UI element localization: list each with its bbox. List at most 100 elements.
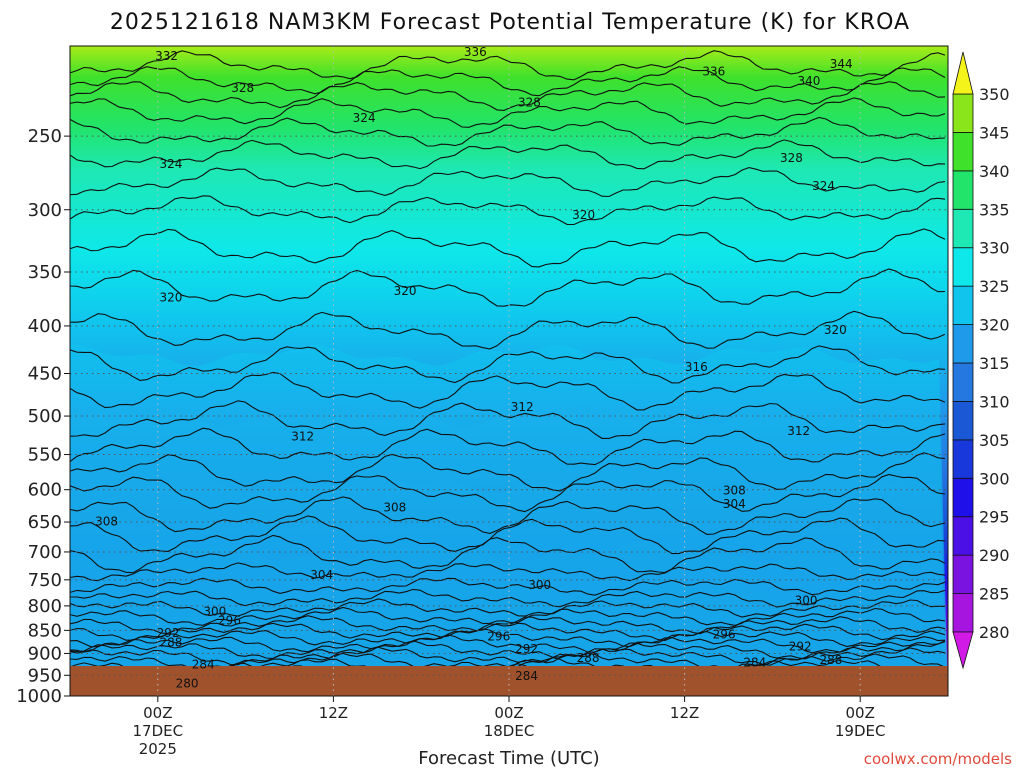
- contour-line: [70, 628, 946, 648]
- x-tick-year: 2025: [139, 740, 177, 758]
- colorbar-tick-label: 345: [979, 123, 1010, 142]
- x-tick-label: 00Z: [494, 704, 523, 722]
- contour-line: [70, 50, 946, 81]
- contour-label: 304: [723, 497, 746, 511]
- y-tick-label: 950: [28, 665, 62, 686]
- contour-line: [70, 268, 946, 307]
- contour-label: 288: [577, 651, 600, 665]
- x-tick-label: 00Z: [846, 704, 875, 722]
- colorbar-swatch: [952, 439, 974, 479]
- contour-line: [70, 116, 946, 147]
- contour-line: [70, 97, 946, 128]
- contour-labels: 332 336 336 340 344 328 328 328 324 324 324 320 320 3…: [95, 46, 853, 691]
- colorbar-swatch: [952, 516, 974, 556]
- colorbar-tick-label: 310: [979, 392, 1010, 411]
- colorbar-swatch: [952, 401, 974, 441]
- contour-label: 328: [231, 81, 254, 95]
- contour-label: 340: [798, 74, 821, 88]
- colorbar-swatch: [952, 477, 974, 518]
- colorbar-bottom-arrow: [952, 631, 974, 670]
- contour-line: [70, 588, 946, 608]
- colorbar-tick-label: 320: [979, 316, 1010, 335]
- x-tick-date: 19DEC: [835, 722, 886, 740]
- contour-line: [70, 139, 946, 170]
- y-tick-label: 900: [28, 643, 62, 664]
- contour-line: [70, 598, 945, 618]
- contour-label: 312: [291, 430, 314, 444]
- y-axis: 2503003504004505005506006507007508008509…: [16, 126, 70, 707]
- contour-label: 296: [218, 614, 241, 628]
- contour-line: [70, 496, 946, 535]
- colorbar-tick-label: 295: [979, 508, 1010, 527]
- colorbar-swatch: [952, 170, 974, 210]
- contour-label: 328: [518, 95, 541, 109]
- contour-line: [70, 473, 946, 513]
- colorbar-tick-label: 280: [979, 623, 1010, 642]
- y-tick-label: 650: [28, 512, 62, 533]
- colorbar-tick-label: 300: [979, 469, 1010, 488]
- colorbar-tick-label: 285: [979, 585, 1010, 604]
- contour-label: 312: [511, 400, 534, 414]
- contour-label: 312: [787, 424, 810, 438]
- y-tick-label: 300: [28, 200, 62, 221]
- x-tick-date: 17DEC: [133, 722, 184, 740]
- colorbar-swatch: [952, 324, 974, 364]
- y-tick-label: 250: [28, 126, 62, 147]
- contour-line: [70, 577, 946, 596]
- colorbar-swatch: [952, 208, 974, 249]
- colorbar-swatch: [952, 132, 974, 172]
- contour-label: 336: [702, 64, 725, 78]
- y-tick-label: 800: [28, 596, 62, 617]
- contour-label: 296: [487, 629, 510, 643]
- y-tick-label: 450: [28, 364, 62, 385]
- contour-line: [70, 228, 946, 268]
- contour-label: 324: [812, 179, 835, 193]
- y-tick-label: 350: [28, 262, 62, 283]
- contour-label: 284: [743, 655, 766, 669]
- colorbar-swatch: [952, 93, 974, 133]
- contour-label: 320: [572, 208, 595, 222]
- y-tick-label: 1000: [16, 686, 62, 707]
- contour-label: 296: [713, 628, 736, 642]
- contour-line: [70, 427, 946, 466]
- contour-label: 308: [723, 483, 746, 497]
- colorbar-tick-label: 350: [979, 85, 1010, 104]
- contour-line: [70, 534, 946, 574]
- contour-label: 304: [310, 568, 333, 582]
- plot-area: 332 336 336 340 344 328 328 328 324 324 324 320 320 3…: [70, 46, 948, 696]
- colorbar-tick-label: 315: [979, 354, 1010, 373]
- x-tick-label: 12Z: [319, 704, 348, 722]
- contour-line: [70, 400, 946, 439]
- contour-line: [70, 622, 946, 641]
- y-tick-label: 550: [28, 445, 62, 466]
- colorbar-tick-label: 330: [979, 239, 1010, 258]
- contour-label: 320: [394, 284, 417, 298]
- contour-label: 344: [830, 57, 853, 71]
- contour-line: [70, 615, 946, 635]
- y-tick-label: 600: [28, 480, 62, 501]
- colorbar-tick-label: 325: [979, 277, 1010, 296]
- colorbar-swatch: [952, 362, 974, 402]
- contour-label: 328: [780, 151, 803, 165]
- contour-label: 292: [515, 642, 538, 656]
- x-tick-label: 00Z: [143, 704, 172, 722]
- contour-label: 292: [157, 626, 180, 640]
- contour-label: 308: [383, 500, 406, 514]
- colorbar-swatch: [952, 593, 974, 633]
- contour-line: [70, 81, 946, 111]
- contour-line: [70, 606, 946, 626]
- contour-label: 284: [192, 658, 215, 672]
- colorbar-tick-label: 290: [979, 546, 1010, 565]
- contour-line: [70, 562, 946, 582]
- x-tick-date: 18DEC: [484, 722, 535, 740]
- contour-line: [70, 66, 946, 97]
- contour-line: [70, 310, 946, 350]
- contour-label: 332: [155, 49, 178, 63]
- contour-label: 292: [789, 640, 812, 654]
- colorbar-tick-label: 305: [979, 431, 1010, 450]
- contour-label: 300: [203, 604, 226, 618]
- colorbar-tick-label: 335: [979, 200, 1010, 219]
- colorbar-swatch: [952, 285, 974, 325]
- contour-label: 300: [528, 578, 551, 592]
